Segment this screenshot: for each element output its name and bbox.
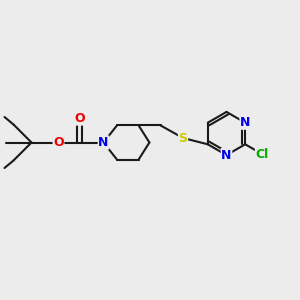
- Text: Cl: Cl: [256, 148, 269, 160]
- Text: N: N: [240, 116, 250, 129]
- Text: O: O: [74, 112, 85, 125]
- Text: S: S: [178, 131, 188, 145]
- Text: N: N: [98, 136, 109, 149]
- Text: N: N: [221, 148, 232, 162]
- Text: O: O: [53, 136, 64, 149]
